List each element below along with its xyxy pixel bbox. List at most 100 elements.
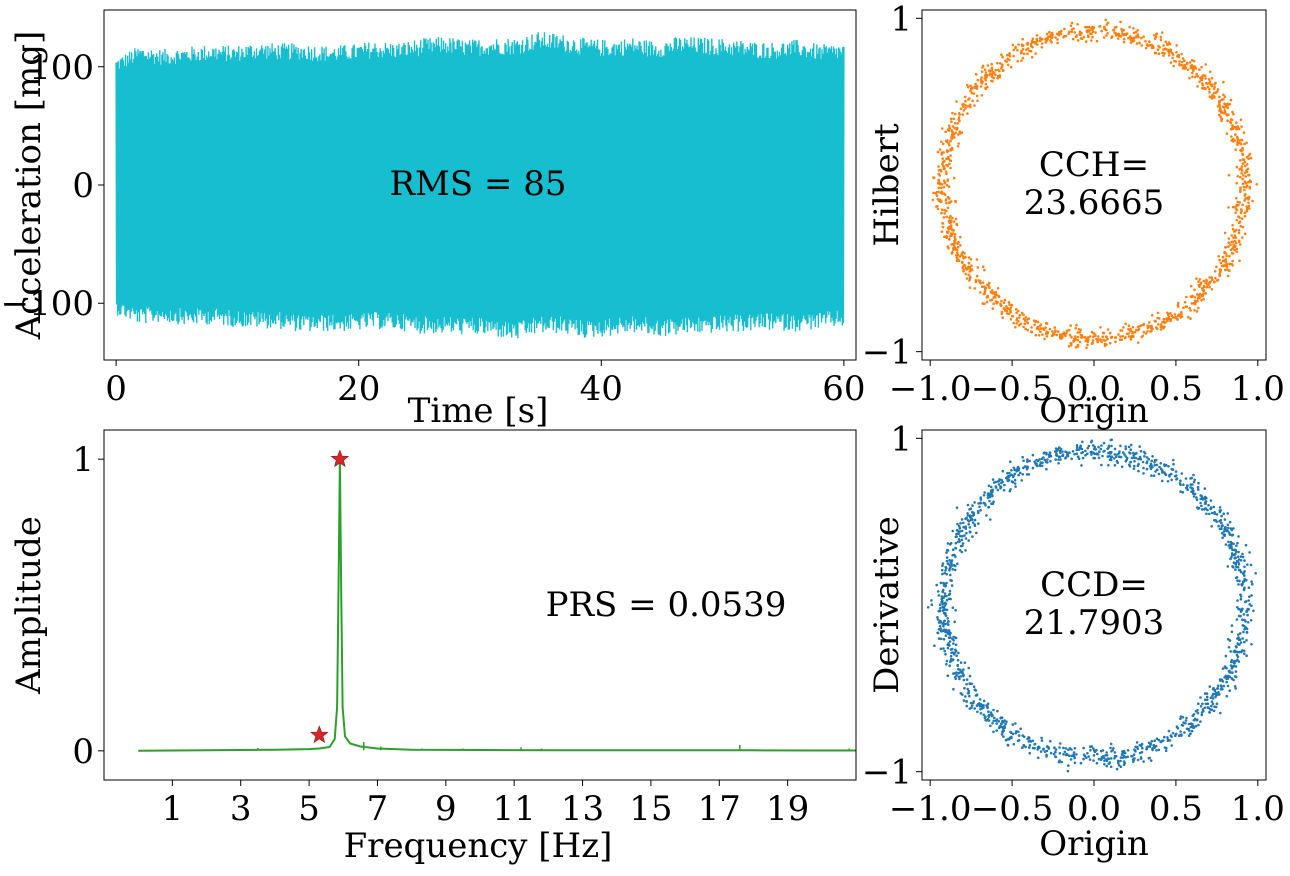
derivative-point bbox=[1207, 503, 1210, 507]
derivative-point bbox=[1130, 754, 1133, 758]
derivative-point bbox=[1232, 565, 1235, 569]
derivative-point bbox=[941, 606, 944, 609]
derivative-point bbox=[953, 568, 957, 572]
derivative-point bbox=[1242, 580, 1245, 583]
hilbert-point bbox=[1200, 294, 1204, 298]
derivative-point bbox=[1225, 529, 1228, 533]
derivative-point bbox=[979, 508, 982, 512]
hilbert-point bbox=[1122, 37, 1126, 41]
hilbert-point bbox=[1247, 157, 1250, 160]
hilbert-point bbox=[1243, 194, 1247, 197]
derivative-point bbox=[1181, 491, 1185, 494]
derivative-point bbox=[951, 658, 955, 661]
hilbert-point bbox=[1218, 101, 1221, 104]
derivative-point bbox=[1081, 440, 1084, 444]
derivative-point bbox=[1113, 464, 1117, 467]
hilbert-point bbox=[1138, 41, 1141, 45]
hilbert-point bbox=[1198, 76, 1202, 80]
derivative-point bbox=[967, 539, 970, 542]
derivative-point bbox=[1185, 716, 1188, 720]
hilbert-point bbox=[1047, 35, 1050, 38]
derivative-point bbox=[958, 549, 962, 552]
derivative-point bbox=[956, 664, 959, 668]
hilbert-point bbox=[1022, 313, 1025, 317]
hilbert-point bbox=[1045, 32, 1049, 36]
hilbert-point bbox=[1034, 52, 1037, 55]
derivative-point bbox=[1246, 607, 1249, 611]
derivative-point bbox=[1081, 451, 1085, 454]
hilbert-point bbox=[1169, 318, 1173, 321]
derivative-point bbox=[1231, 671, 1234, 674]
hilbert-point bbox=[1235, 182, 1238, 185]
hilbert-annotation-line-2: 23.6665 bbox=[1024, 183, 1165, 223]
hilbert-point bbox=[943, 167, 946, 170]
derivative-point bbox=[948, 569, 951, 572]
hilbert-point bbox=[990, 68, 994, 72]
hilbert-point bbox=[1221, 259, 1225, 263]
derivative-point bbox=[1153, 739, 1156, 742]
time-series-x-axis-label: Time [s] bbox=[408, 391, 549, 431]
hilbert-point bbox=[1236, 143, 1239, 146]
derivative-point bbox=[1191, 724, 1195, 728]
hilbert-point bbox=[1091, 30, 1095, 33]
derivative-point bbox=[1138, 445, 1141, 448]
derivative-point bbox=[945, 551, 948, 554]
derivative-point bbox=[967, 520, 971, 523]
derivative-point bbox=[949, 573, 952, 577]
derivative-point bbox=[1192, 473, 1195, 477]
hilbert-point bbox=[1244, 175, 1248, 178]
derivative-point bbox=[1209, 506, 1213, 509]
hilbert-point bbox=[1242, 185, 1246, 189]
derivative-point bbox=[964, 525, 967, 528]
hilbert-point bbox=[941, 157, 944, 160]
hilbert-point bbox=[1240, 165, 1244, 168]
hilbert-point bbox=[947, 201, 951, 205]
derivative-point bbox=[1179, 479, 1182, 483]
derivative-point bbox=[1095, 452, 1098, 455]
hilbert-point bbox=[1178, 60, 1181, 63]
derivative-point bbox=[943, 619, 947, 623]
hilbert-point bbox=[1216, 88, 1220, 91]
derivative-point bbox=[1234, 552, 1237, 556]
hilbert-point bbox=[1185, 305, 1189, 309]
hilbert-point bbox=[1017, 43, 1020, 46]
hilbert-point bbox=[1150, 313, 1154, 317]
hilbert-point bbox=[1162, 54, 1165, 57]
derivative-point bbox=[1175, 474, 1178, 477]
hilbert-point bbox=[959, 107, 963, 111]
hilbert-point bbox=[1061, 335, 1064, 339]
derivative-point bbox=[1244, 543, 1248, 547]
hilbert-point bbox=[1151, 327, 1154, 331]
derivative-point bbox=[1254, 572, 1257, 575]
hilbert-point bbox=[1090, 32, 1093, 35]
derivative-point bbox=[1073, 761, 1077, 765]
derivative-point bbox=[1099, 447, 1103, 451]
derivative-point bbox=[1058, 752, 1062, 755]
hilbert-point bbox=[959, 235, 962, 239]
derivative-point bbox=[1031, 466, 1035, 470]
derivative-point bbox=[956, 562, 959, 566]
hilbert-point bbox=[1227, 206, 1230, 209]
derivative-point bbox=[967, 691, 970, 695]
derivative-annotation-line-2: 21.7903 bbox=[1024, 603, 1165, 643]
hilbert-point bbox=[1121, 29, 1124, 33]
derivative-point bbox=[1220, 685, 1223, 689]
hilbert-point bbox=[1180, 310, 1183, 314]
derivative-point bbox=[1139, 449, 1143, 453]
hilbert-point bbox=[1085, 346, 1088, 350]
derivative-point bbox=[936, 616, 939, 619]
hilbert-point bbox=[940, 200, 943, 203]
hilbert-point bbox=[1041, 327, 1045, 330]
hilbert-point bbox=[1015, 317, 1019, 320]
hilbert-point bbox=[1243, 164, 1247, 168]
hilbert-point bbox=[966, 83, 969, 87]
derivative-point bbox=[952, 653, 956, 656]
hilbert-point bbox=[1195, 293, 1199, 296]
hilbert-point bbox=[1060, 29, 1063, 33]
hilbert-point bbox=[1243, 180, 1247, 183]
derivative-point bbox=[1009, 488, 1012, 491]
derivative-point bbox=[1129, 443, 1133, 447]
derivative-point bbox=[1189, 477, 1192, 480]
hilbert-point bbox=[937, 178, 940, 182]
